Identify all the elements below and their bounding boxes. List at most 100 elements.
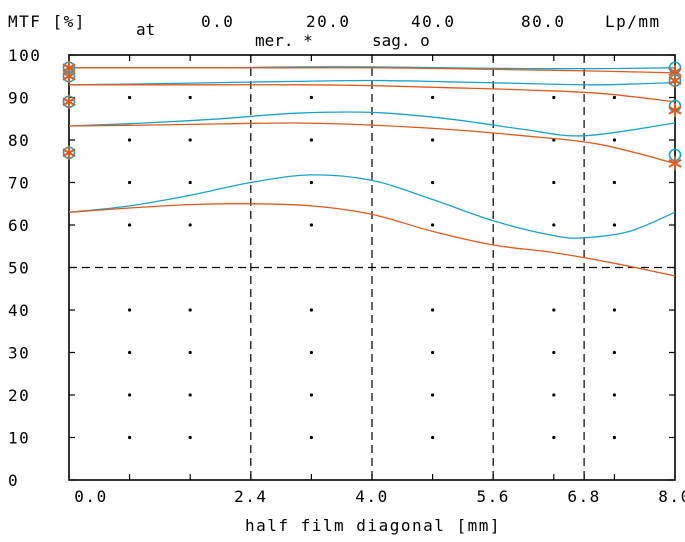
meridional-curve [69, 67, 676, 74]
y-tick-label: 60 [8, 216, 30, 235]
grid-dot [128, 350, 132, 355]
y-tick-label: 50 [8, 259, 30, 278]
grid-dot [188, 95, 192, 100]
x-tick-label: 0.0 [74, 487, 107, 506]
grid-dot [612, 223, 617, 227]
grid-dot [128, 393, 132, 397]
grid-dot [309, 393, 313, 397]
grid-dot [188, 308, 192, 312]
grid-dot [612, 138, 617, 142]
legend-meridional: mer. * [255, 31, 313, 50]
y-tick-label: 90 [8, 89, 30, 108]
grid-dot [309, 180, 313, 185]
grid-dot [552, 223, 556, 227]
grid-dot [128, 180, 132, 185]
grid-dots [128, 95, 617, 440]
grid-dot [128, 138, 132, 142]
sagittal-curve [68, 111, 676, 137]
star-arm [62, 148, 76, 158]
chart-header: MTF [%] at 0.0 20.0 40.0 80.0 Lp/mm mer.… [8, 12, 661, 50]
y-unit-label: MTF [%] [8, 12, 86, 31]
star-arm [668, 105, 682, 115]
meridional-marker [62, 69, 76, 84]
x-tick-label: 6.8 [567, 487, 600, 506]
y-tick-labels: 0 10 20 30 40 50 60 70 80 90 100 [8, 46, 41, 490]
meridional-curve [68, 122, 676, 165]
sagittal-curve [68, 174, 676, 239]
grid-dot [552, 393, 556, 397]
grid-dot [431, 393, 435, 397]
grid-dot [309, 223, 313, 227]
grid-dot [309, 308, 313, 312]
grid-dot [128, 435, 132, 440]
y-tick-label: 30 [8, 344, 30, 363]
y-tick-label: 0 [8, 471, 19, 490]
grid-dot [188, 350, 192, 355]
star-arm [62, 63, 76, 73]
grid-dot [612, 350, 617, 355]
grid-dot [309, 138, 313, 142]
meridional-curve [68, 84, 676, 103]
freq-label-4: 80.0 [521, 12, 566, 31]
x-tick-labels: 0.0 2.4 4.0 5.6 6.8 8.0 [74, 487, 685, 506]
legend-sagittal: sag. o [372, 31, 430, 50]
x-tick-label: 5.6 [476, 487, 509, 506]
grid-dot [612, 95, 617, 100]
grid-dot [431, 95, 435, 100]
freq-label-1: 0.0 [201, 12, 234, 31]
star-arm [62, 97, 76, 107]
grid-dot [431, 180, 435, 185]
grid-dot [612, 308, 617, 312]
grid-dot [552, 180, 556, 185]
y-tick-label: 20 [8, 386, 30, 405]
x-tick-label: 2.4 [234, 487, 267, 506]
meridional-curve [68, 203, 676, 277]
freq-unit-label: Lp/mm [605, 12, 661, 31]
grid-dot [431, 223, 435, 227]
grid-dot [552, 350, 556, 355]
y-tick-label: 100 [8, 46, 41, 65]
grid-dot [188, 435, 192, 440]
star-arm [668, 67, 682, 77]
grid-dot [309, 350, 313, 355]
star-arm [62, 71, 76, 81]
grid-dot [431, 435, 435, 440]
grid-dot [431, 308, 435, 312]
dashed-reference-lines [69, 55, 675, 480]
meridional-marker [668, 156, 682, 171]
plot-frame [68, 54, 676, 481]
grid-dot [552, 435, 556, 440]
y-tick-label: 70 [8, 174, 30, 193]
mtf-curves [68, 66, 676, 277]
grid-dot [188, 223, 192, 227]
grid-dot [612, 435, 617, 440]
y-tick-label: 40 [8, 301, 30, 320]
star-arm [668, 76, 682, 85]
sagittal-curve [68, 79, 676, 86]
x-axis-label: half film diagonal [mm] [245, 516, 501, 535]
grid-dot [431, 138, 435, 142]
grid-dot [552, 95, 556, 100]
y-tick-label: 10 [8, 429, 30, 448]
grid-dot [188, 180, 192, 185]
grid-dot [128, 308, 132, 312]
freq-label-2: 20.0 [306, 12, 351, 31]
grid-dot [431, 350, 435, 355]
grid-dot [612, 393, 617, 397]
grid-dot [612, 180, 617, 185]
meridional-marker [668, 73, 682, 88]
meridional-marker [668, 103, 682, 118]
at-label: at [136, 20, 155, 39]
grid-dot [188, 393, 192, 397]
x-tick-label: 4.0 [355, 487, 388, 506]
grid-dot [188, 138, 192, 142]
grid-dot [552, 308, 556, 312]
y-tick-label: 80 [8, 131, 30, 150]
grid-dot [309, 95, 313, 100]
x-tick-label: 8.0 [658, 487, 685, 506]
star-arm [668, 159, 682, 168]
meridional-marker [62, 94, 76, 109]
meridional-marker [62, 145, 76, 160]
grid-dot [309, 435, 313, 440]
